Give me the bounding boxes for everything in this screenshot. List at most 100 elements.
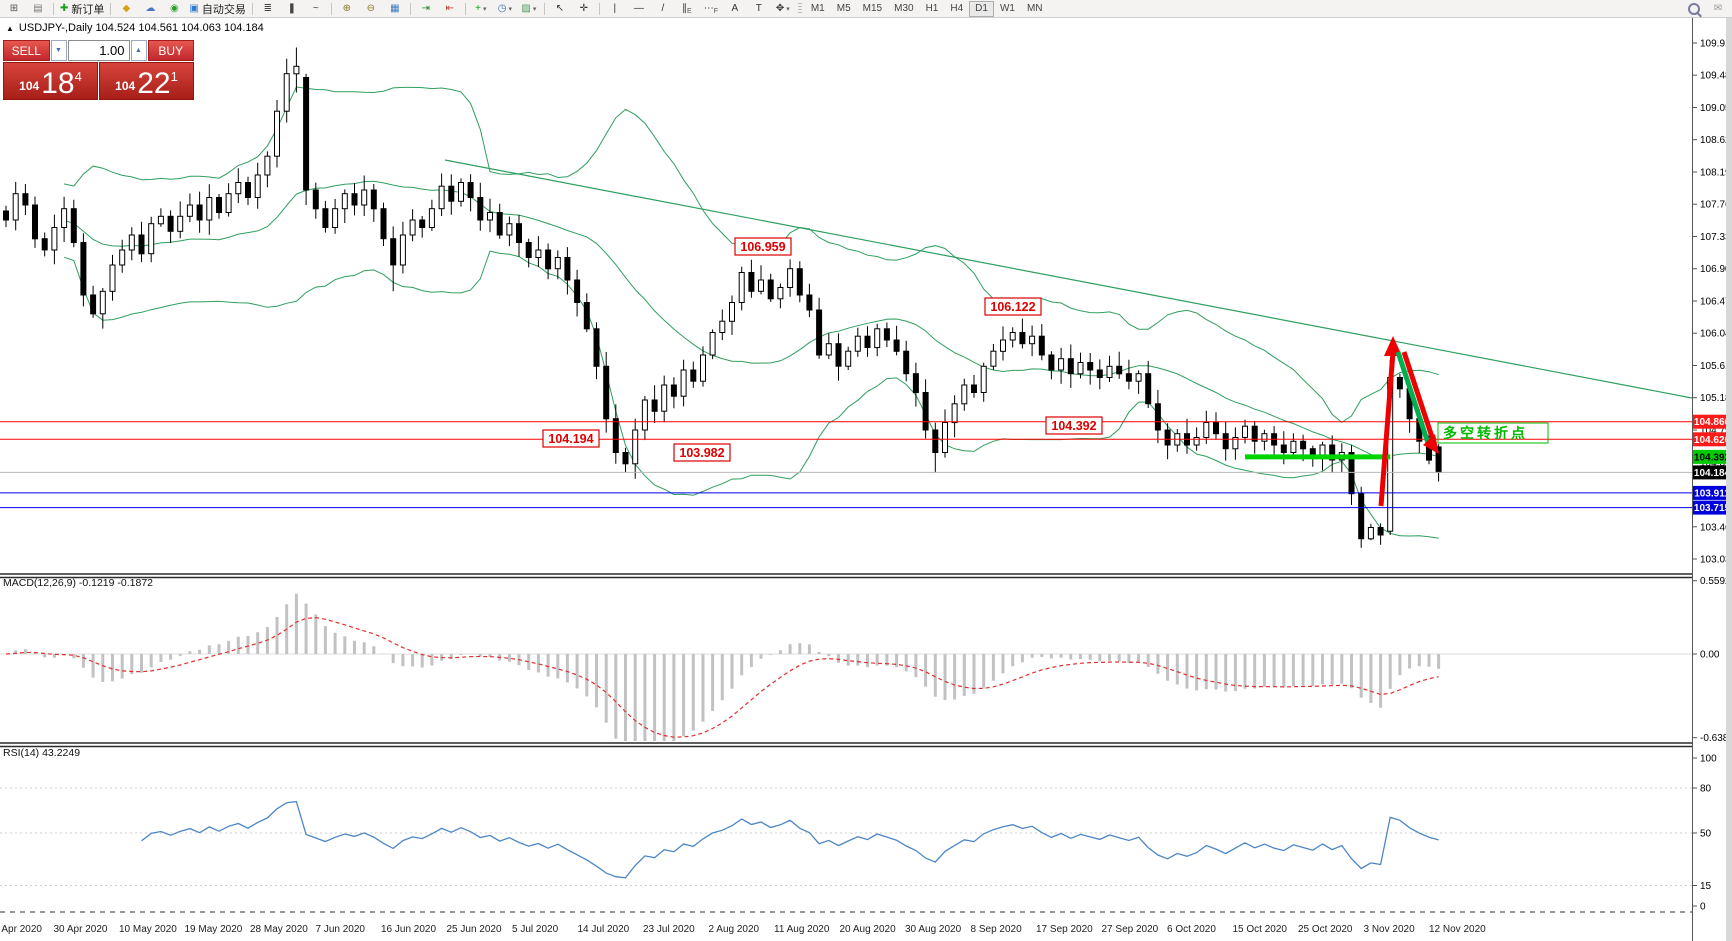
new-order-button-label: 新订单 bbox=[71, 3, 105, 16]
toolbar-separator bbox=[330, 2, 332, 15]
window-edge bbox=[1726, 17, 1732, 941]
chart-shift-button[interactable]: ⇤ bbox=[438, 0, 462, 17]
cursor-icon: ↖ bbox=[555, 3, 565, 14]
sell-quote[interactable]: 104 18 4 bbox=[3, 62, 98, 100]
svg-text:30 Aug 2020: 30 Aug 2020 bbox=[905, 924, 962, 935]
tf-button-M1[interactable]: M1 bbox=[810, 3, 825, 14]
one-click-trading-panel: SELL ▼ 1.00 ▲ BUY 104 18 4 104 22 1 bbox=[3, 40, 194, 100]
search-button[interactable] bbox=[1682, 0, 1706, 17]
note-annotation[interactable]: 多空转折点 bbox=[1437, 422, 1549, 444]
channel-icon-sub: E bbox=[687, 7, 692, 15]
crosshair-button[interactable]: ✛ bbox=[572, 0, 596, 17]
fibonacci-icon-sub: F bbox=[713, 7, 718, 15]
signals-icon: ◉ bbox=[170, 3, 179, 14]
arrows-button[interactable]: ✥ ▾ bbox=[771, 0, 795, 17]
tile-windows-button[interactable]: ▦ bbox=[383, 0, 407, 17]
panel-collapse-arrow[interactable]: ▲ bbox=[6, 23, 14, 33]
svg-text:25 Jun 2020: 25 Jun 2020 bbox=[447, 924, 502, 935]
svg-text:106.040: 106.040 bbox=[1700, 329, 1732, 340]
tf-button-W1[interactable]: W1 bbox=[999, 3, 1015, 14]
tf-button-H4[interactable]: H4 bbox=[950, 3, 964, 14]
zoom-out-button[interactable]: ⊖ bbox=[359, 0, 383, 17]
profiles-icon: ▤ bbox=[33, 3, 43, 14]
buy-quote[interactable]: 104 22 1 bbox=[99, 62, 194, 100]
line-chart-button[interactable]: ~ bbox=[304, 0, 328, 17]
channel-icon: ∥ bbox=[682, 3, 687, 14]
vertical-line-button[interactable]: | bbox=[603, 0, 627, 17]
sell-button[interactable]: SELL bbox=[3, 40, 50, 61]
rsi-label: RSI(14) 43.2249 bbox=[3, 747, 81, 759]
svg-text:104.392: 104.392 bbox=[1694, 452, 1731, 463]
toolbar-separator bbox=[53, 2, 54, 15]
vertical-line-icon: | bbox=[613, 3, 617, 14]
new-chart-button[interactable]: ⊞ bbox=[2, 0, 26, 17]
down-arrow[interactable] bbox=[1395, 351, 1439, 454]
candlestick-button[interactable]: ❚ bbox=[280, 0, 304, 17]
svg-text:28 May 2020: 28 May 2020 bbox=[250, 924, 308, 935]
horizontal-line-button[interactable]: — bbox=[627, 0, 651, 17]
tf-button-M30[interactable]: M30 bbox=[894, 3, 914, 14]
svg-text:100: 100 bbox=[1700, 754, 1717, 765]
volume-up-button[interactable]: ▲ bbox=[130, 40, 147, 61]
periods-button[interactable]: ◷ ▾ bbox=[493, 0, 517, 17]
svg-text:105.610: 105.610 bbox=[1700, 361, 1732, 372]
autotrade-button-label: 自动交易 bbox=[201, 3, 246, 16]
horizontal-line-icon: — bbox=[633, 3, 644, 14]
price-annotations[interactable]: 106.959 106.122 104.392 104.194 103.982 bbox=[542, 237, 1103, 462]
macd-signal-line bbox=[5, 616, 1439, 738]
descending-trendline[interactable] bbox=[444, 159, 1693, 399]
pane-separators[interactable] bbox=[0, 573, 1692, 748]
close-order-button[interactable]: ◆ bbox=[114, 0, 138, 17]
svg-text:3 Nov 2020: 3 Nov 2020 bbox=[1364, 924, 1416, 935]
dropdown-caret-icon: ▾ bbox=[786, 5, 790, 13]
signals-button[interactable]: ◉ bbox=[162, 0, 186, 17]
chat-button[interactable]: ✉ bbox=[1706, 0, 1730, 17]
fibonacci-icon: ⋯ bbox=[703, 3, 714, 14]
svg-text:21 Apr 2020: 21 Apr 2020 bbox=[0, 924, 42, 935]
chart-ohlc-info: ▲ USDJPY-,Daily 104.524 104.561 104.063 … bbox=[6, 22, 264, 34]
bar-chart-button[interactable]: ≣ bbox=[256, 0, 280, 17]
svg-text:8 Sep 2020: 8 Sep 2020 bbox=[971, 924, 1023, 935]
auto-scroll-button[interactable]: ⇥ bbox=[414, 0, 438, 17]
fibonacci-button[interactable]: ⋯ F bbox=[699, 0, 723, 17]
horizontal-price-lines[interactable] bbox=[0, 421, 1692, 509]
profiles-button[interactable]: ▤ bbox=[26, 0, 50, 17]
svg-text:106.900: 106.900 bbox=[1700, 264, 1732, 275]
tf-button-D1[interactable]: D1 bbox=[969, 0, 994, 17]
label-button[interactable]: T bbox=[747, 0, 771, 17]
auto-scroll-icon: ⇥ bbox=[421, 3, 431, 14]
new-chart-icon: ⊞ bbox=[9, 3, 19, 14]
buy-button[interactable]: BUY bbox=[147, 40, 194, 61]
sell-price-point: 4 bbox=[74, 69, 82, 84]
zoom-in-button[interactable]: ⊕ bbox=[335, 0, 359, 17]
templates-icon: ▨ bbox=[521, 3, 531, 14]
cursor-button[interactable]: ↖ bbox=[548, 0, 572, 17]
templates-button[interactable]: ▨ ▾ bbox=[517, 0, 541, 17]
svg-text:104.750: 104.750 bbox=[1700, 426, 1732, 437]
tf-button-M15[interactable]: M15 bbox=[862, 3, 883, 14]
text-button[interactable]: A bbox=[723, 0, 747, 17]
volume-input[interactable]: 1.00 bbox=[67, 40, 130, 61]
svg-text:109.050: 109.050 bbox=[1700, 103, 1732, 114]
volume-down-button[interactable]: ▼ bbox=[50, 40, 67, 61]
indicators-button[interactable]: + ▾ bbox=[469, 0, 493, 17]
tf-button-H1[interactable]: H1 bbox=[925, 3, 939, 14]
svg-text:11 Aug 2020: 11 Aug 2020 bbox=[774, 924, 830, 935]
svg-text:6 Oct 2020: 6 Oct 2020 bbox=[1167, 924, 1216, 935]
up-arrow[interactable] bbox=[1378, 336, 1402, 507]
chart-title: USDJPY-,Daily 104.524 104.561 104.063 10… bbox=[18, 22, 264, 34]
svg-text:109.480: 109.480 bbox=[1700, 71, 1732, 82]
community-button[interactable]: ☁ bbox=[138, 0, 162, 17]
svg-text:107.760: 107.760 bbox=[1700, 200, 1732, 211]
rsi-level-lines bbox=[0, 787, 1692, 886]
svg-text:15 Oct 2020: 15 Oct 2020 bbox=[1233, 924, 1288, 935]
trendline-button[interactable]: / bbox=[651, 0, 675, 17]
trendline-icon: / bbox=[661, 3, 665, 14]
channel-button[interactable]: ∥ E bbox=[675, 0, 699, 17]
tf-button-M5[interactable]: M5 bbox=[836, 3, 851, 14]
tf-button-MN[interactable]: MN bbox=[1026, 3, 1043, 14]
buy-price-point: 1 bbox=[170, 69, 178, 84]
new-order-button[interactable]: ✚ 新订单 bbox=[57, 0, 107, 17]
autotrade-button[interactable]: ▣ 自动交易 bbox=[186, 0, 248, 17]
